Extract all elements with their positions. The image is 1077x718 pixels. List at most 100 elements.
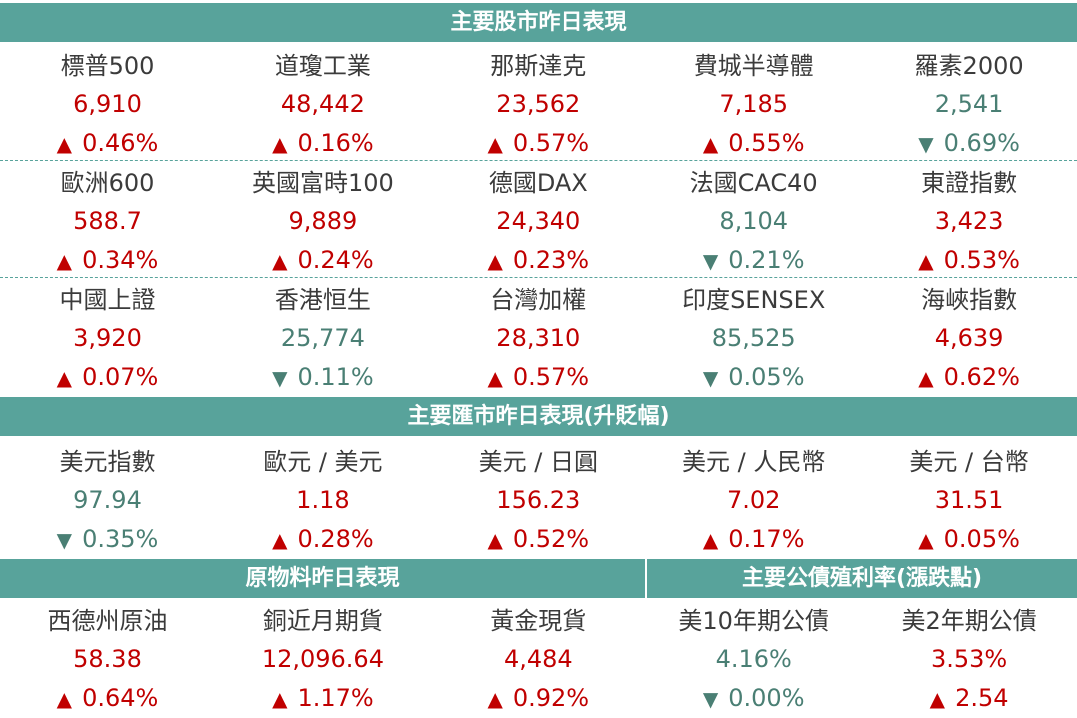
- metric-change-value: 0.35%: [82, 525, 159, 553]
- metric-change-value: 0.28%: [297, 525, 374, 553]
- metric-change-value: 0.57%: [512, 129, 590, 157]
- metric-value: 12,096.64: [261, 645, 384, 673]
- bonds-section-title: 主要公債殖利率(漲跌點): [741, 566, 983, 591]
- metric-name: 印度SENSEX: [682, 286, 826, 314]
- triangle-up-icon: ▲: [56, 366, 73, 390]
- triangle-down-icon: ▼: [702, 687, 719, 711]
- metric-change-value: 0.55%: [728, 129, 805, 157]
- metric-change-value: 0.62%: [943, 363, 1020, 391]
- metric-change: ▲ 2.54: [862, 684, 1077, 713]
- metric-name: 標普500: [60, 52, 155, 80]
- metric-change: ▲ 0.62%: [862, 363, 1077, 392]
- metric-value: 48,442: [280, 90, 365, 118]
- metric-value: 9,889: [288, 207, 358, 235]
- metric-change: ▲ 0.24%: [215, 246, 430, 275]
- fx-row: 美元指數 97.94 ▼ 0.35% 歐元 / 美元 1.18 ▲ 0.28% 美元 / 日圓 1…: [0, 441, 1077, 557]
- triangle-up-icon: ▲: [272, 687, 288, 711]
- metric-value: 156.23: [496, 486, 581, 514]
- metric-change: ▼ 0.21%: [646, 246, 861, 275]
- metric-name: 英國富時100: [251, 169, 394, 197]
- triangle-up-icon: ▲: [272, 249, 288, 273]
- triangle-down-icon: ▼: [918, 132, 934, 156]
- metric-value: 7,185: [719, 90, 789, 118]
- metric-value: 31.51: [934, 486, 1004, 514]
- metric-name: 美元 / 人民幣: [682, 448, 826, 476]
- metric-change-value: 0.07%: [82, 363, 159, 391]
- stocks-section-header: 主要股市昨日表現: [0, 3, 1077, 42]
- stocks-row-3: 中國上證 3,920 ▲ 0.07% 香港恒生 25,774 ▼ 0.11% 台灣加權 28,31…: [0, 279, 1077, 395]
- metric-change-value: 0.46%: [82, 129, 159, 157]
- metric-value: 24,340: [496, 207, 581, 235]
- triangle-up-icon: ▲: [702, 528, 719, 552]
- metric-name: 美10年期公債: [678, 607, 829, 635]
- metric-name: 中國上證: [59, 286, 156, 314]
- triangle-up-icon: ▲: [702, 132, 719, 156]
- metric-value: 2,541: [934, 90, 1004, 118]
- fx-section-header: 主要匯市昨日表現(升貶幅): [0, 397, 1077, 436]
- metric-change: ▲ 0.64%: [0, 684, 215, 713]
- stocks-row-1: 標普500 6,910 ▲ 0.46% 道瓊工業 48,442 ▲ 0.16% 那斯達克 23,5…: [0, 45, 1077, 161]
- metric-change-value: 0.05%: [728, 363, 805, 391]
- triangle-up-icon: ▲: [487, 249, 503, 273]
- metric-name: 美元 / 日圓: [478, 448, 598, 476]
- metric-value: 58.38: [73, 645, 142, 673]
- triangle-up-icon: ▲: [918, 249, 934, 273]
- triangle-up-icon: ▲: [918, 366, 934, 390]
- metric-name: 銅近月期貨: [262, 607, 383, 635]
- metric-name: 海峽指數: [921, 286, 1018, 314]
- metric-change-value: 0.21%: [728, 246, 805, 274]
- row-divider: [0, 160, 1077, 161]
- metric-change-value: 0.00%: [728, 684, 805, 712]
- metric-name: 黃金現貨: [490, 607, 587, 635]
- triangle-up-icon: ▲: [487, 132, 503, 156]
- metric-value: 4.16%: [715, 645, 792, 673]
- triangle-up-icon: ▲: [272, 132, 288, 156]
- metric-value: 4,639: [934, 324, 1004, 352]
- metric-value: 3,920: [73, 324, 142, 352]
- metric-name: 東證指數: [921, 169, 1018, 197]
- metric-change: ▲ 0.53%: [862, 246, 1077, 275]
- stocks-section-title: 主要股市昨日表現: [450, 10, 627, 35]
- triangle-down-icon: ▼: [56, 528, 73, 552]
- metric-name: 歐元 / 美元: [263, 448, 383, 476]
- metric-change: ▲ 0.23%: [431, 246, 646, 275]
- metric-change-value: 0.24%: [297, 246, 374, 274]
- metric-change-value: 0.11%: [297, 363, 374, 391]
- metric-name: 美元 / 台幣: [909, 448, 1029, 476]
- metric-name: 那斯達克: [490, 52, 587, 80]
- stocks-row-2: 歐洲600 588.7 ▲ 0.34% 英國富時100 9,889 ▲ 0.24% 德國DAX 2…: [0, 162, 1077, 278]
- metric-change: ▲ 0.57%: [431, 129, 646, 158]
- metric-change: ▼ 0.35%: [0, 525, 215, 554]
- metric-change-value: 2.54: [955, 684, 1009, 712]
- metric-change: ▲ 0.92%: [431, 684, 646, 713]
- metric-change: ▲ 1.17%: [215, 684, 430, 713]
- metric-value: 3.53%: [930, 645, 1008, 673]
- metric-name: 歐洲600: [60, 169, 155, 197]
- metric-value: 1.18: [296, 486, 350, 514]
- metric-change: ▼ 0.00%: [646, 684, 861, 713]
- triangle-down-icon: ▼: [702, 249, 719, 273]
- bonds-section-header: 主要公債殖利率(漲跌點): [647, 559, 1077, 598]
- metric-value: 4,484: [503, 645, 573, 673]
- metric-value: 23,562: [496, 90, 581, 118]
- triangle-up-icon: ▲: [487, 366, 503, 390]
- metric-change-value: 0.23%: [512, 246, 590, 274]
- metric-change: ▲ 0.34%: [0, 246, 215, 275]
- metric-change: ▼ 0.69%: [862, 129, 1077, 158]
- metric-value: 3,423: [934, 207, 1004, 235]
- metric-change: ▲ 0.05%: [862, 525, 1077, 554]
- metric-value: 97.94: [73, 486, 142, 514]
- metric-change: ▼ 0.11%: [215, 363, 430, 392]
- metric-change-value: 0.64%: [82, 684, 159, 712]
- metric-name: 費城半導體: [693, 52, 814, 80]
- fx-section-title: 主要匯市昨日表現(升貶幅): [407, 404, 670, 429]
- metric-name: 美2年期公債: [901, 607, 1037, 635]
- triangle-up-icon: ▲: [487, 528, 503, 552]
- metric-name: 羅素2000: [914, 52, 1024, 80]
- metric-value: 8,104: [719, 207, 789, 235]
- metric-name: 香港恒生: [274, 286, 371, 314]
- metric-name: 美元指數: [59, 448, 156, 476]
- triangle-up-icon: ▲: [929, 687, 946, 711]
- commodities-bonds-row: 西德州原油 58.38 ▲ 0.64% 銅近月期貨 12,096.64 ▲ 1.17% 黃金現貨…: [0, 600, 1077, 716]
